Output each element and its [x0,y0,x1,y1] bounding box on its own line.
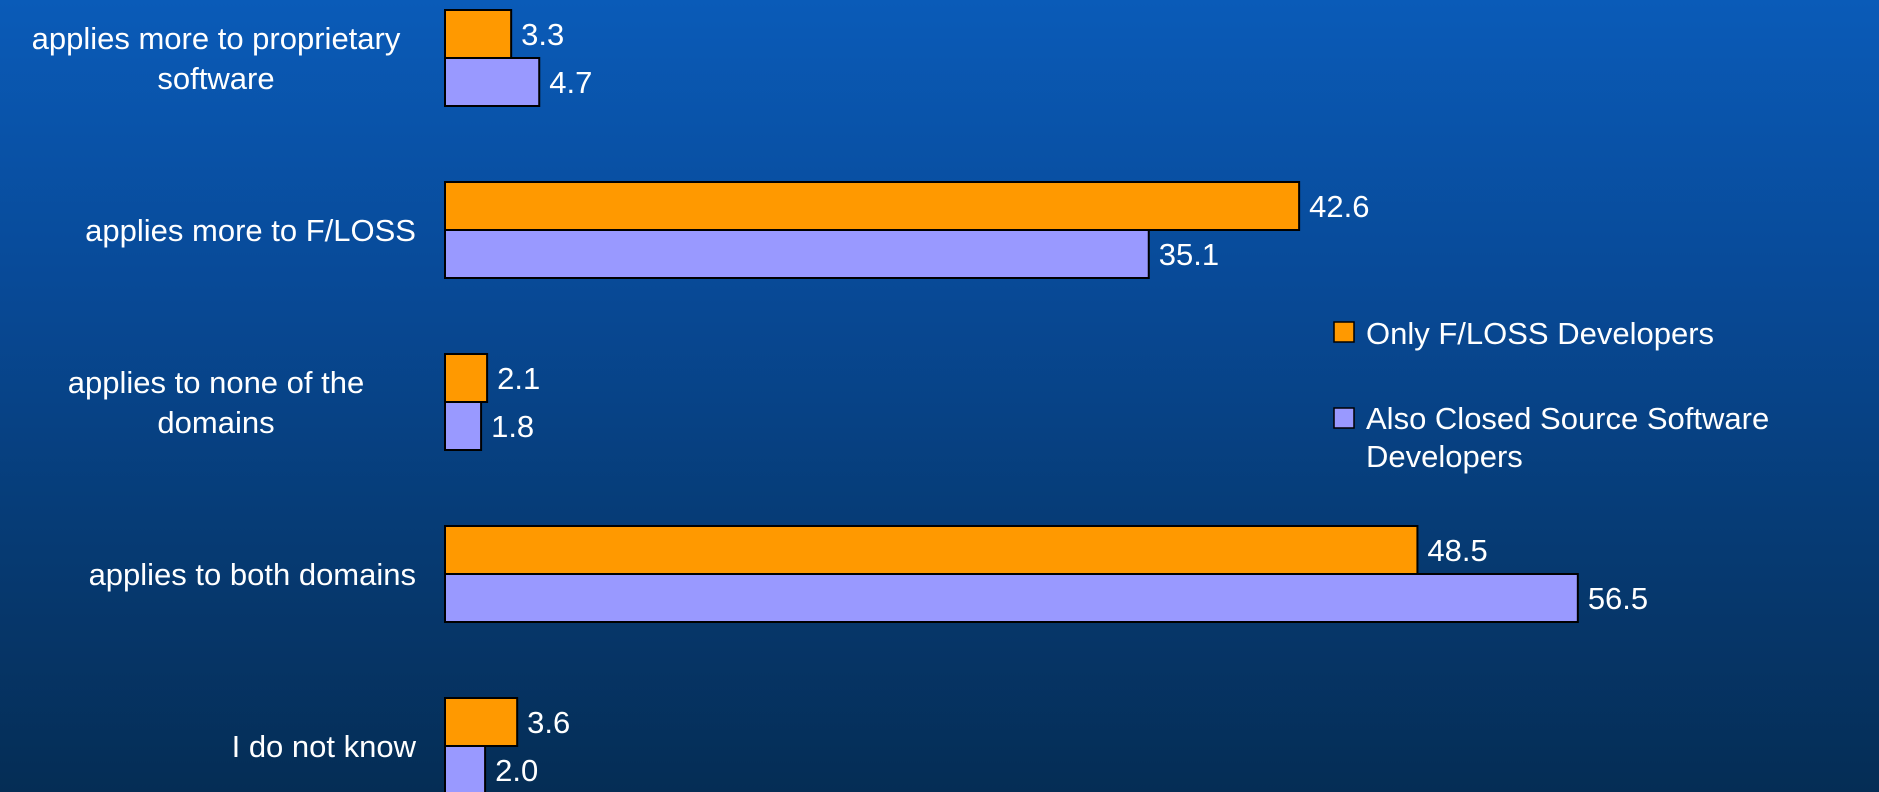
data-label: 2.0 [495,753,538,788]
bar-only-floss [444,9,513,59]
category-label-line: applies to both domains [89,557,416,592]
category-label: applies more to proprietary software [32,21,401,96]
legend-label-line: Also Closed Source Software [1366,401,1769,436]
bar-also-closed-source [444,57,541,107]
category-label-line: applies more to proprietary [32,21,401,56]
category-labels: applies more to proprietary softwareappli… [32,21,417,764]
legend-label-also-closed-source: Also Closed Source Software Developers [1366,401,1778,474]
data-label: 48.5 [1427,533,1487,568]
data-label: 35.1 [1159,237,1219,272]
category-label-line: applies more to F/LOSS [85,213,416,248]
legend-label-only-floss: Only F/LOSS Developers [1366,316,1714,351]
category-label: I do not know [232,729,417,764]
category-label: applies to both domains [89,557,416,592]
legend-swatch-also-closed-source [1333,407,1355,429]
category-label: applies more to F/LOSS [85,213,416,248]
data-label: 3.6 [527,705,570,740]
category-label-line: software [157,61,274,96]
data-label: 42.6 [1309,189,1369,224]
legend-label-line: Developers [1366,439,1523,474]
legend-swatch-only-floss [1333,321,1355,343]
data-label: 2.1 [497,361,540,396]
bar-also-closed-source [444,573,1579,623]
bar-also-closed-source [444,745,487,792]
bar-also-closed-source [444,229,1150,279]
category-label-line: I do not know [232,729,417,764]
bar-only-floss [444,353,489,403]
data-label: 3.3 [521,17,564,52]
bars-group: 3.3 4.7 42.6 35.1 2.1 1.8 48.5 56.5 3.6 2.0 [444,9,1648,792]
category-label-line: domains [157,405,274,440]
data-label: 1.8 [491,409,534,444]
category-label: applies to none of the domains [68,365,364,440]
data-label: 56.5 [1588,581,1648,616]
bar-also-closed-source [444,401,483,451]
category-label-line: applies to none of the [68,365,364,400]
bar-only-floss [444,697,519,747]
bar-only-floss [444,525,1419,575]
bar-only-floss [444,181,1301,231]
data-label: 4.7 [549,65,592,100]
legend: Only F/LOSS Developers Also Closed Sourc… [1333,316,1778,474]
